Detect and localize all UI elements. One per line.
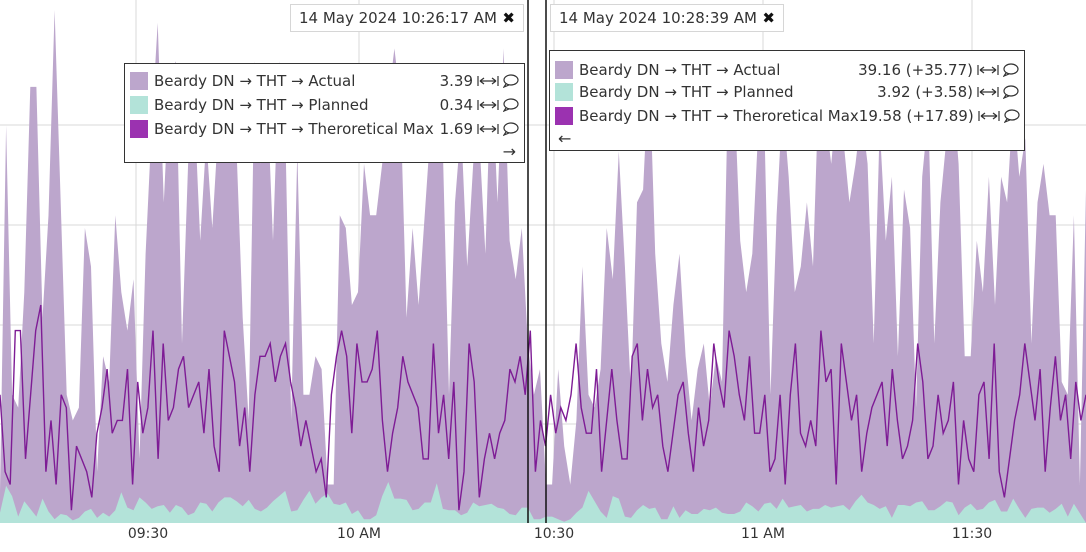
tooltip-label: Beardy DN → THT → Theroretical Max [154,120,434,138]
legend-swatch-theoretical-max [130,120,148,138]
tooltip-value: 39.16 (+35.77) [858,61,973,79]
x-tick-label: 10:30 [533,526,575,542]
expand-range-icon[interactable] [477,75,499,87]
comment-icon[interactable] [1003,85,1019,99]
tooltip-value: 19.58 (+17.89) [858,107,974,125]
legend-swatch-actual [130,72,148,90]
cursor-right-timestamp: 14 May 2024 10:28:39 AM [559,9,757,27]
arrow-right-icon[interactable]: → [502,142,516,161]
tooltip-row-actual: Beardy DN → THT → Actual 39.16 (+35.77) [555,59,1019,81]
legend-swatch-planned [555,83,573,101]
legend-swatch-theoretical-max [555,107,573,125]
comment-icon[interactable] [1003,109,1020,123]
comment-icon[interactable] [503,74,519,88]
cursor-lines [527,0,547,523]
close-icon[interactable]: ✖ [762,9,775,27]
expand-range-icon[interactable] [977,64,999,76]
cursor-left-timestamp: 14 May 2024 10:26:17 AM [299,9,497,27]
tooltip-label: Beardy DN → THT → Actual [154,72,356,90]
chart-series [0,10,1086,523]
series-theoretical-max-line [0,304,1086,511]
cursor-left-header[interactable]: 14 May 2024 10:26:17 AM ✖ [290,4,524,32]
x-tick-label: 09:30 [127,526,169,542]
series-actual-area [0,10,1086,523]
comment-icon[interactable] [503,122,519,136]
tooltip-label: Beardy DN → THT → Theroretical Max [579,107,859,125]
tooltip-label: Beardy DN → THT → Planned [579,83,794,101]
arrow-left-icon[interactable]: ← [558,129,572,148]
cursor-right-header[interactable]: 14 May 2024 10:28:39 AM ✖ [550,4,784,32]
tooltip-label: Beardy DN → THT → Planned [154,96,369,114]
series-planned-area [0,482,1086,523]
expand-range-icon[interactable] [477,99,499,111]
tooltip-row-actual: Beardy DN → THT → Actual 3.39 [130,70,519,92]
x-tick-label: 11:30 [951,526,993,542]
tooltip-row-theoretical-max: Beardy DN → THT → Theroretical Max 1.69 [130,118,519,140]
tooltip-value: 3.39 [439,72,473,90]
tooltip-value: 3.92 (+3.58) [877,83,973,101]
comment-icon[interactable] [1003,63,1019,77]
x-tick-label: 10 AM [337,526,381,542]
cursor-left-tooltip: Beardy DN → THT → Actual 3.39 Beardy DN … [124,63,525,163]
tooltip-row-planned: Beardy DN → THT → Planned 0.34 [130,94,519,116]
expand-range-icon[interactable] [978,110,1000,122]
tooltip-value: 0.34 [439,96,473,114]
expand-range-icon[interactable] [477,123,499,135]
tooltip-row-theoretical-max: Beardy DN → THT → Theroretical Max 19.58… [555,105,1020,127]
cursor-right-tooltip: Beardy DN → THT → Actual 39.16 (+35.77) … [549,50,1025,151]
comment-icon[interactable] [503,98,519,112]
expand-range-icon[interactable] [977,86,999,98]
x-tick-label: 11 AM [741,526,785,542]
legend-swatch-actual [555,61,573,79]
tooltip-row-planned: Beardy DN → THT → Planned 3.92 (+3.58) [555,81,1019,103]
tooltip-value: 1.69 [439,120,473,138]
close-icon[interactable]: ✖ [502,9,515,27]
tooltip-label: Beardy DN → THT → Actual [579,61,781,79]
legend-swatch-planned [130,96,148,114]
